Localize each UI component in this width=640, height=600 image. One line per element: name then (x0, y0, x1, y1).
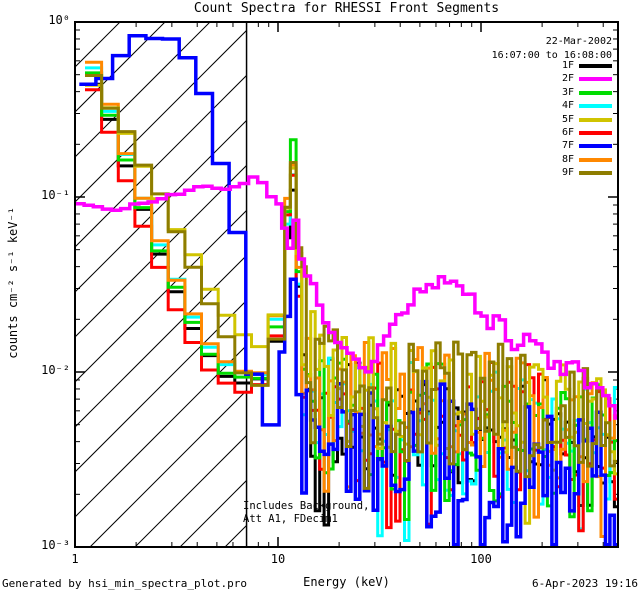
legend-swatch-5F (579, 117, 612, 122)
series-2F (75, 175, 618, 420)
y-tick-label: 10⁻³ (41, 538, 70, 552)
legend-swatch-1F (579, 64, 612, 68)
chart-title: Count Spectra for RHESSI Front Segments (193, 1, 500, 16)
legend-swatch-3F (579, 90, 612, 95)
legend-label-8F: 8F (561, 153, 574, 165)
legend-swatch-9F (579, 171, 612, 176)
series-group (75, 33, 618, 547)
legend-label-4F: 4F (561, 100, 574, 112)
y-tick-label: 10⁻² (41, 363, 70, 377)
hatch-line (75, 119, 247, 293)
y-tick-label: 10⁰ (48, 13, 70, 27)
series-7F (79, 33, 618, 547)
legend-swatch-2F (579, 77, 612, 82)
legend-swatch-4F (579, 104, 612, 109)
y-tick-label: 10⁻¹ (41, 188, 70, 202)
x-axis-title: Energy (keV) (303, 575, 390, 589)
legend-label-6F: 6F (561, 127, 574, 138)
hatch-line (134, 434, 247, 547)
y-axis-title: counts cm⁻² s⁻¹ keV⁻¹ (6, 207, 21, 359)
x-tick-label: 1 (71, 552, 79, 566)
hatch-line (89, 389, 247, 547)
hatch-line (75, 209, 247, 383)
legend-swatch-7F (579, 144, 612, 149)
hatch-line (75, 344, 247, 518)
legend-swatch-6F (579, 131, 612, 135)
hatch-line (75, 254, 247, 428)
x-tick-label: 100 (470, 552, 492, 566)
legend-date: 22-Mar-2002 (545, 36, 612, 47)
legend-time-range: 16:07:00 to 16:08:00 (491, 50, 612, 61)
hatch-line (75, 22, 166, 113)
legend-label-7F: 7F (561, 140, 574, 152)
x-tick-label: 10 (270, 552, 286, 566)
legend-label-9F: 9F (561, 167, 574, 179)
footer-timestamp: 6-Apr-2023 19:16 (532, 577, 638, 590)
hatch-line (75, 22, 211, 158)
hatch-line (75, 29, 247, 203)
hatch-line (75, 164, 247, 338)
legend-label-3F: 3F (561, 86, 574, 98)
hatch-line (75, 299, 247, 473)
plot-frame (74, 21, 619, 548)
legend-label-5F: 5F (561, 113, 574, 125)
hatch-line (75, 74, 247, 248)
legend-label-1F: 1F (561, 60, 574, 71)
legend-label-2F: 2F (561, 73, 574, 85)
legend-swatch-8F (579, 157, 612, 162)
annotation-line1: Includes Background, (243, 500, 370, 512)
footer-generator: Generated by hsi_min_spectra_plot.pro (2, 577, 248, 590)
annotation-line2: Att A1, FDecim1 (243, 513, 338, 525)
